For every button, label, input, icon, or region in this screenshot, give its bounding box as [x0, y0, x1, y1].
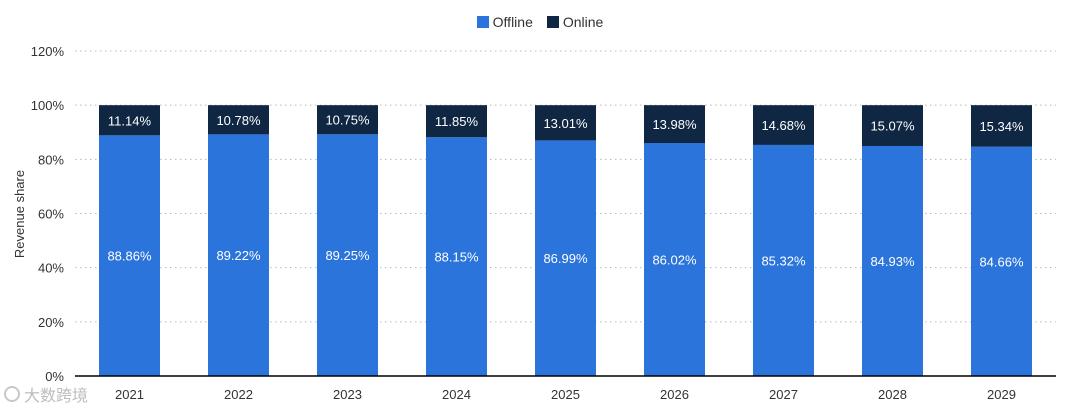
bar-online[interactable] [99, 105, 160, 136]
data-label-online: 13.98% [652, 117, 697, 132]
bar-offline[interactable] [971, 146, 1032, 376]
bar-offline[interactable] [862, 145, 923, 376]
bar-offline[interactable] [535, 140, 596, 376]
data-label-online: 10.78% [216, 113, 261, 128]
x-tick-label: 2025 [551, 387, 580, 402]
y-tick-label: 100% [31, 98, 65, 113]
data-label-offline: 89.25% [325, 248, 370, 263]
y-tick-label: 0% [45, 369, 64, 384]
data-label-offline: 89.22% [216, 248, 261, 263]
y-tick-label: 40% [38, 261, 64, 276]
y-tick-label: 20% [38, 315, 64, 330]
y-axis-label: Revenue share [12, 169, 27, 259]
x-tick-label: 2028 [878, 387, 907, 402]
bar-online[interactable] [644, 105, 705, 144]
data-label-offline: 86.99% [543, 251, 588, 266]
data-label-offline: 86.02% [652, 253, 697, 268]
data-label-online: 11.14% [108, 113, 152, 128]
watermark-text: 大数跨境 [24, 388, 89, 405]
y-tick-label: 120% [31, 44, 65, 59]
bar-offline[interactable] [426, 137, 487, 376]
watermark-logo-icon [4, 386, 20, 402]
bar-offline[interactable] [99, 135, 160, 376]
bar-offline[interactable] [317, 134, 378, 376]
y-tick-label: 80% [38, 152, 64, 167]
x-tick-label: 2023 [333, 387, 362, 402]
legend-label-online: Online [562, 14, 604, 30]
data-label-online: 15.07% [870, 119, 915, 134]
y-axis-ticks: 0% 20% 40% 60% 80% 100% 120% [31, 44, 65, 384]
data-label-online: 15.34% [979, 119, 1024, 134]
data-label-offline: 84.93% [870, 254, 915, 269]
watermark: 大数跨境 [4, 382, 88, 406]
legend-item-offline[interactable]: Offline [476, 14, 533, 30]
bar-offline[interactable] [753, 144, 814, 376]
data-label-online: 13.01% [543, 116, 588, 131]
x-tick-label: 2027 [769, 387, 798, 402]
x-tick-label: 2022 [224, 387, 253, 402]
x-tick-label: 2029 [987, 387, 1016, 402]
data-label-offline: 84.66% [979, 254, 1024, 269]
data-label-online: 11.85% [435, 114, 479, 129]
data-label-offline: 88.15% [434, 250, 479, 265]
bar-online[interactable] [535, 105, 596, 141]
legend-item-online[interactable]: Online [546, 14, 604, 30]
data-label-offline: 85.32% [761, 253, 806, 268]
bar-offline[interactable] [208, 134, 269, 376]
legend-label-offline: Offline [492, 14, 533, 30]
x-tick-label: 2026 [660, 387, 689, 402]
x-tick-label: 2024 [442, 387, 471, 402]
bar-online[interactable] [753, 105, 814, 145]
offline-swatch [476, 16, 489, 28]
bar-offline[interactable] [644, 143, 705, 376]
bar-online[interactable] [208, 105, 269, 135]
bar-online[interactable] [317, 105, 378, 135]
online-swatch [546, 16, 559, 28]
legend: Offline Online [0, 14, 1080, 30]
data-label-online: 14.68% [761, 118, 806, 133]
bars: 88.86% 11.14% 89.22% 10.78% 89.25% 10.75% 88.1… [99, 105, 1032, 376]
x-axis-ticks: 2021 2022 2023 2024 2025 2026 2027 2028 2029 [115, 387, 1016, 402]
bar-online[interactable] [862, 105, 923, 146]
y-tick-label: 60% [38, 207, 64, 222]
data-label-online: 10.75% [325, 113, 370, 128]
data-label-offline: 88.86% [107, 249, 152, 264]
bar-online[interactable] [971, 105, 1032, 147]
x-tick-label: 2021 [115, 387, 144, 402]
bar-online[interactable] [426, 105, 487, 138]
